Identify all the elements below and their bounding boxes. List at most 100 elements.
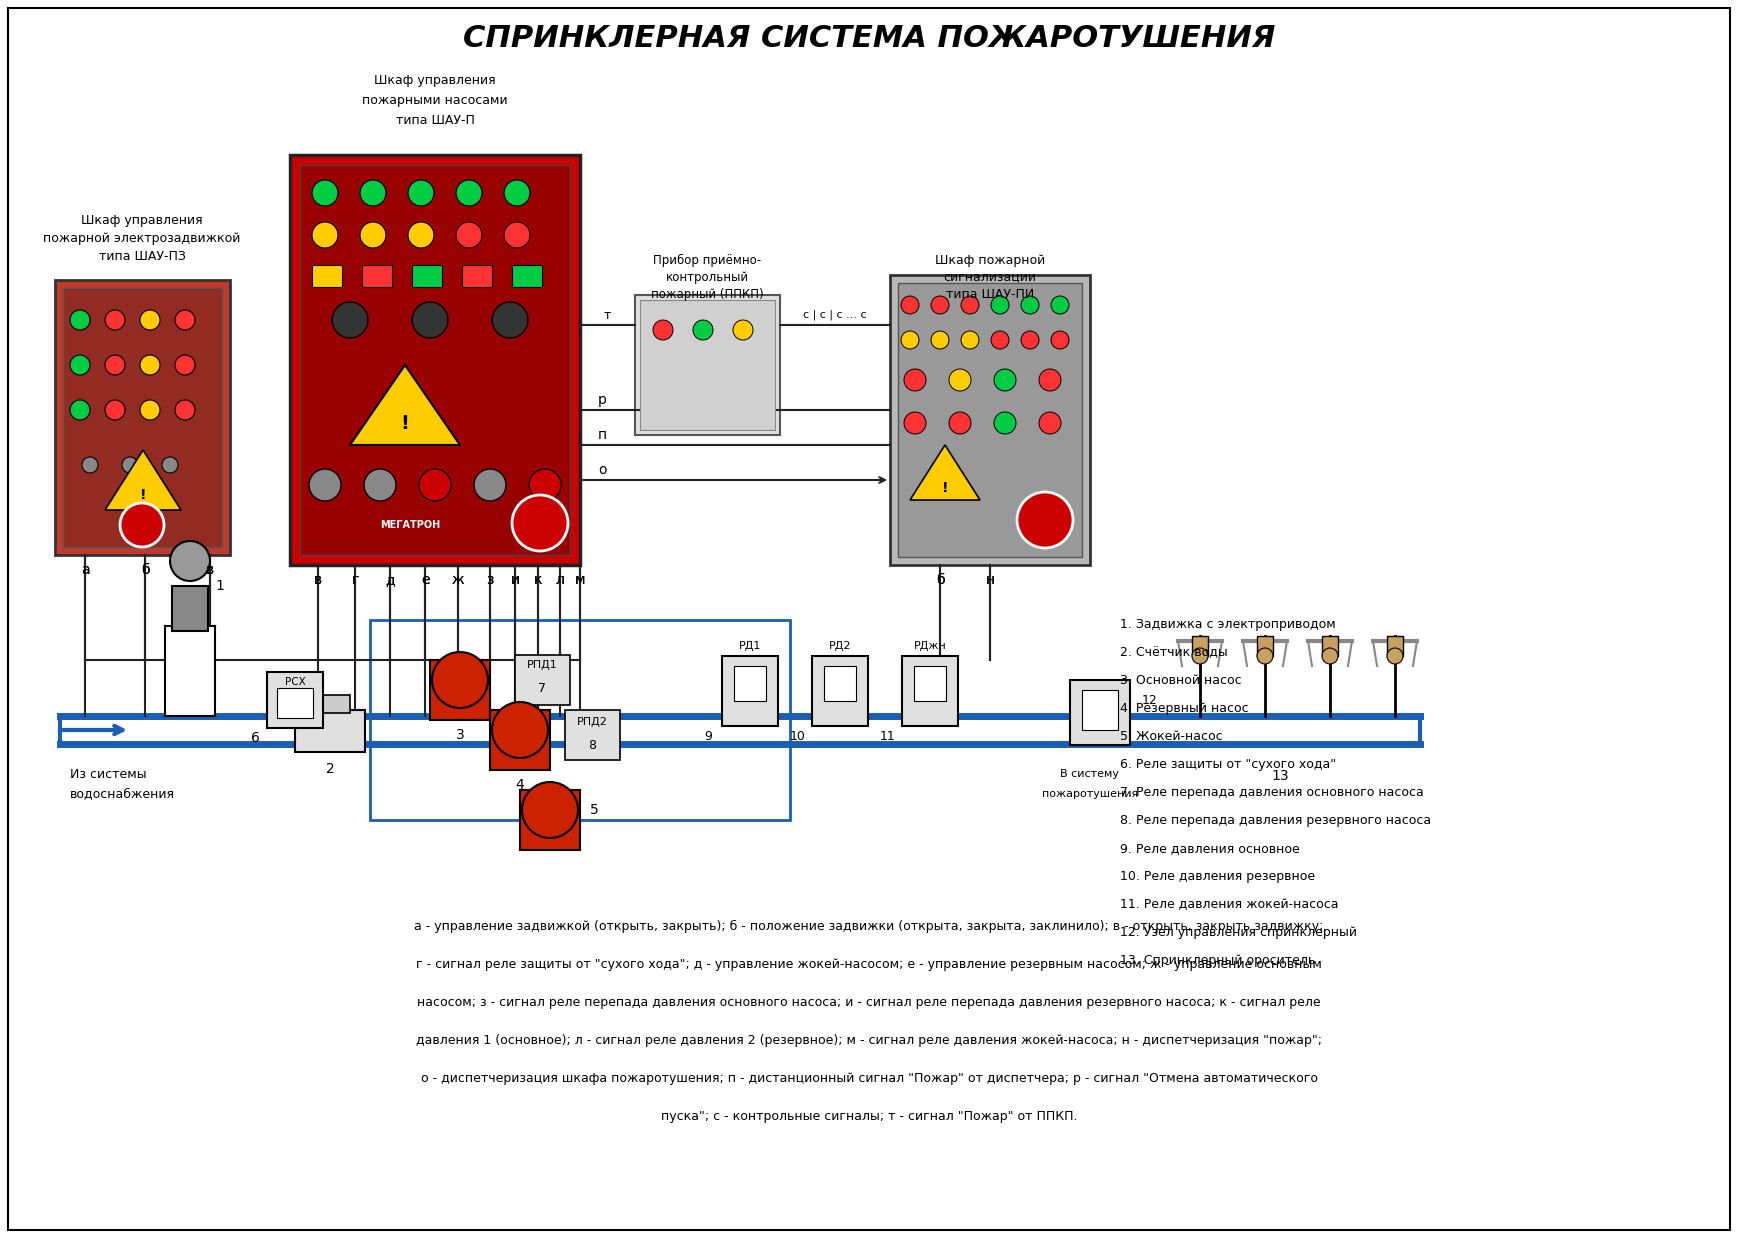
Text: 4. Резервный насос: 4. Резервный насос <box>1119 702 1248 716</box>
Text: м: м <box>575 573 586 587</box>
Circle shape <box>994 369 1017 391</box>
Bar <box>514 655 570 704</box>
Circle shape <box>313 222 337 248</box>
Bar <box>309 695 349 713</box>
Text: В систему: В систему <box>1060 769 1119 779</box>
Bar <box>565 711 620 760</box>
Text: 6: 6 <box>250 730 259 745</box>
Circle shape <box>521 782 579 838</box>
Text: к: к <box>534 573 542 587</box>
Circle shape <box>991 296 1010 314</box>
Circle shape <box>363 469 396 501</box>
Bar <box>490 711 549 770</box>
Circle shape <box>141 355 160 375</box>
Text: Прибор приёмно-: Прибор приёмно- <box>653 254 761 266</box>
Text: к: к <box>534 573 542 587</box>
Text: типа ШАУ-ПЗ: типа ШАУ-ПЗ <box>99 250 186 262</box>
Bar <box>634 295 780 435</box>
Bar <box>1323 636 1338 656</box>
Text: в: в <box>205 563 214 577</box>
Bar <box>513 265 542 287</box>
Circle shape <box>961 296 978 314</box>
Polygon shape <box>911 444 980 500</box>
Text: 7. Реле перепада давления основного насоса: 7. Реле перепада давления основного насо… <box>1119 786 1423 799</box>
Circle shape <box>991 331 1010 349</box>
Text: о - диспетчеризация шкафа пожаротушения; п - дистанционный сигнал "Пожар" от дис: о - диспетчеризация шкафа пожаротушения;… <box>421 1072 1317 1084</box>
Text: 3. Основной насос: 3. Основной насос <box>1119 673 1241 687</box>
Text: С: С <box>137 517 148 532</box>
Text: т: т <box>603 308 610 322</box>
Text: п: п <box>598 428 607 442</box>
Text: 1. Задвижка с электроприводом: 1. Задвижка с электроприводом <box>1119 618 1337 631</box>
Circle shape <box>653 319 673 340</box>
Circle shape <box>900 331 919 349</box>
Bar <box>721 656 779 725</box>
Bar <box>295 711 365 751</box>
Text: МЕГАТРОН: МЕГАТРОН <box>381 520 440 530</box>
Text: а: а <box>80 563 89 577</box>
Text: 11: 11 <box>879 729 895 743</box>
Bar <box>165 626 216 716</box>
Circle shape <box>1257 647 1272 664</box>
Circle shape <box>313 180 337 206</box>
Circle shape <box>70 355 90 375</box>
Circle shape <box>1017 491 1072 548</box>
Bar <box>1257 636 1272 656</box>
Bar <box>902 656 958 725</box>
Text: 9: 9 <box>704 729 713 743</box>
Text: Из системы: Из системы <box>70 768 146 780</box>
Circle shape <box>932 331 949 349</box>
Text: пожарными насосами: пожарными насосами <box>362 94 507 106</box>
Text: 2: 2 <box>325 763 334 776</box>
Text: типа ШАУ-ПИ: типа ШАУ-ПИ <box>945 287 1034 301</box>
Circle shape <box>162 457 177 473</box>
Circle shape <box>961 331 978 349</box>
Bar <box>313 265 342 287</box>
Text: давления 1 (основное); л - сигнал реле давления 2 (резервное); м - сигнал реле д: давления 1 (основное); л - сигнал реле д… <box>415 1034 1323 1047</box>
Text: пожаротушения: пожаротушения <box>1041 789 1138 799</box>
Circle shape <box>1039 412 1060 435</box>
Circle shape <box>70 400 90 420</box>
Text: в: в <box>315 573 322 587</box>
Bar <box>362 265 393 287</box>
Circle shape <box>1051 296 1069 314</box>
Circle shape <box>412 302 448 338</box>
Text: б: б <box>141 563 149 577</box>
Text: РПД2: РПД2 <box>577 717 608 727</box>
Bar <box>640 300 775 430</box>
Bar <box>1083 690 1118 730</box>
Text: а - управление задвижкой (открыть, закрыть); б - положение задвижки (открыта, за: а - управление задвижкой (открыть, закры… <box>414 920 1324 933</box>
Bar <box>290 155 580 565</box>
Circle shape <box>1192 647 1208 664</box>
Text: водоснабжения: водоснабжения <box>70 787 176 801</box>
Circle shape <box>408 222 434 248</box>
Circle shape <box>455 180 481 206</box>
Circle shape <box>904 412 926 435</box>
Circle shape <box>360 222 386 248</box>
Circle shape <box>170 541 210 581</box>
Text: о: о <box>598 463 607 477</box>
Bar <box>429 660 490 721</box>
Text: е: е <box>421 573 429 587</box>
Circle shape <box>904 369 926 391</box>
Text: РД2: РД2 <box>829 641 852 651</box>
Text: и: и <box>511 573 520 587</box>
Text: н: н <box>985 573 994 587</box>
Text: 3: 3 <box>455 728 464 742</box>
Text: пожарной электрозадвижкой: пожарной электрозадвижкой <box>43 232 240 244</box>
Circle shape <box>455 222 481 248</box>
Text: Шкаф управления: Шкаф управления <box>374 73 495 87</box>
Text: насосом; з - сигнал реле перепада давления основного насоса; и - сигнал реле пер: насосом; з - сигнал реле перепада давлен… <box>417 997 1321 1009</box>
Text: 5: 5 <box>589 803 600 817</box>
Text: б: б <box>141 563 149 577</box>
Circle shape <box>504 222 530 248</box>
Text: 7: 7 <box>539 681 546 695</box>
Bar <box>276 688 313 718</box>
Text: ж: ж <box>452 573 464 587</box>
Text: е: е <box>421 573 429 587</box>
Text: б: б <box>935 573 944 587</box>
Circle shape <box>104 310 125 331</box>
Circle shape <box>104 400 125 420</box>
Bar <box>301 165 570 555</box>
Text: !: ! <box>942 482 949 495</box>
